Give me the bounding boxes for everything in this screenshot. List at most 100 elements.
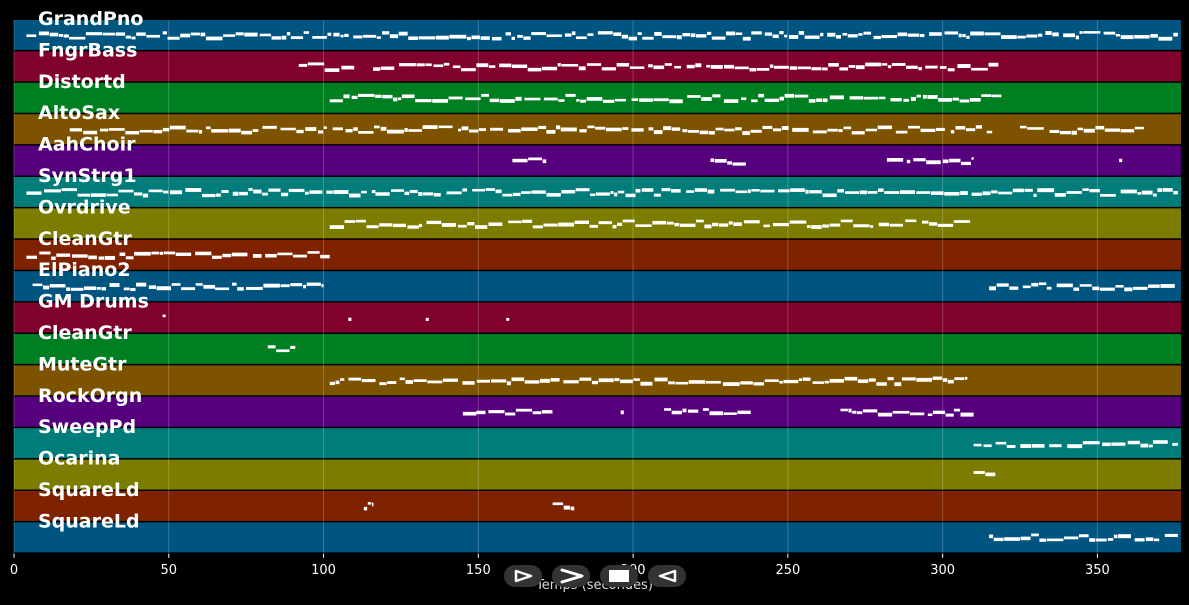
note-mark	[894, 382, 902, 387]
note-mark	[558, 99, 565, 102]
note-mark	[849, 96, 864, 100]
note-mark	[747, 189, 751, 194]
note-mark	[953, 408, 960, 412]
note-mark	[70, 287, 84, 291]
note-mark	[1102, 442, 1111, 447]
forward-button[interactable]	[552, 565, 590, 587]
note-mark	[1089, 538, 1095, 542]
note-mark	[576, 99, 580, 102]
note-mark	[935, 127, 945, 131]
note-mark	[779, 96, 785, 101]
note-mark	[253, 189, 262, 194]
note-mark	[742, 131, 750, 136]
note-mark	[84, 286, 97, 291]
note-mark	[363, 34, 377, 38]
stop-icon	[609, 570, 629, 582]
note-mark	[293, 254, 307, 258]
note-mark	[320, 254, 330, 259]
play-button[interactable]	[504, 565, 542, 587]
note-mark	[1145, 537, 1154, 542]
note-mark	[865, 62, 882, 67]
note-mark	[929, 222, 938, 226]
rewind-button[interactable]	[648, 565, 686, 587]
note-mark	[1078, 534, 1089, 538]
note-mark	[280, 127, 296, 131]
note-mark	[491, 379, 507, 383]
note-mark	[595, 126, 606, 130]
note-mark	[457, 128, 462, 132]
note-mark	[397, 97, 402, 101]
note-mark	[579, 377, 592, 381]
note-mark	[648, 127, 654, 131]
note-mark	[892, 410, 910, 414]
note-mark	[505, 412, 516, 416]
note-mark	[39, 251, 51, 255]
note-mark	[714, 158, 727, 163]
note-mark	[531, 32, 546, 36]
note-mark	[43, 189, 61, 193]
note-mark	[198, 129, 203, 134]
note-mark	[822, 193, 837, 198]
note-mark	[664, 63, 672, 66]
note-mark	[648, 64, 653, 68]
note-mark	[598, 221, 612, 225]
note-mark	[653, 193, 661, 197]
note-mark	[267, 345, 276, 349]
note-mark	[432, 99, 449, 103]
note-mark	[886, 158, 904, 162]
note-mark	[1111, 442, 1126, 446]
track-row	[14, 302, 1181, 333]
note-mark	[628, 36, 637, 41]
note-mark	[151, 251, 160, 255]
note-mark	[480, 36, 490, 40]
note-mark	[614, 192, 618, 197]
note-mark	[290, 345, 296, 349]
note-mark	[162, 31, 167, 35]
note-mark	[205, 126, 211, 130]
x-tick-label: 250	[775, 563, 800, 578]
track-label: SquareLd	[38, 510, 140, 532]
note-mark	[944, 31, 959, 35]
track-label: SweepPd	[38, 416, 136, 438]
track-row	[14, 396, 1181, 427]
note-mark	[211, 129, 228, 133]
note-mark	[988, 62, 999, 67]
note-mark	[840, 408, 848, 412]
note-mark	[663, 126, 672, 131]
note-mark	[870, 225, 874, 228]
play-outline-icon	[514, 569, 533, 583]
note-mark	[702, 408, 709, 411]
note-mark	[374, 125, 380, 129]
note-mark	[528, 157, 543, 161]
note-mark	[1054, 193, 1066, 197]
note-mark	[488, 65, 496, 68]
note-mark	[348, 377, 362, 381]
note-mark	[307, 62, 325, 66]
note-mark	[843, 126, 852, 130]
note-mark	[751, 99, 758, 103]
note-mark	[723, 64, 735, 69]
note-mark	[538, 125, 547, 130]
note-mark	[441, 223, 456, 227]
stop-button[interactable]	[600, 565, 638, 587]
note-mark	[134, 251, 151, 256]
note-mark	[393, 97, 398, 102]
note-mark	[661, 188, 671, 192]
note-mark	[303, 31, 310, 34]
note-mark	[857, 411, 863, 415]
note-mark	[355, 219, 366, 223]
note-mark	[558, 222, 575, 227]
note-mark	[237, 287, 244, 291]
note-mark	[947, 68, 955, 72]
note-mark	[579, 129, 587, 133]
note-mark	[449, 34, 467, 39]
note-mark	[797, 66, 811, 70]
note-mark	[654, 31, 662, 36]
note-mark	[595, 192, 610, 196]
note-mark	[506, 317, 510, 321]
note-mark	[989, 534, 994, 539]
note-mark	[1107, 538, 1114, 541]
note-mark	[1103, 31, 1116, 35]
note-mark	[563, 380, 579, 384]
